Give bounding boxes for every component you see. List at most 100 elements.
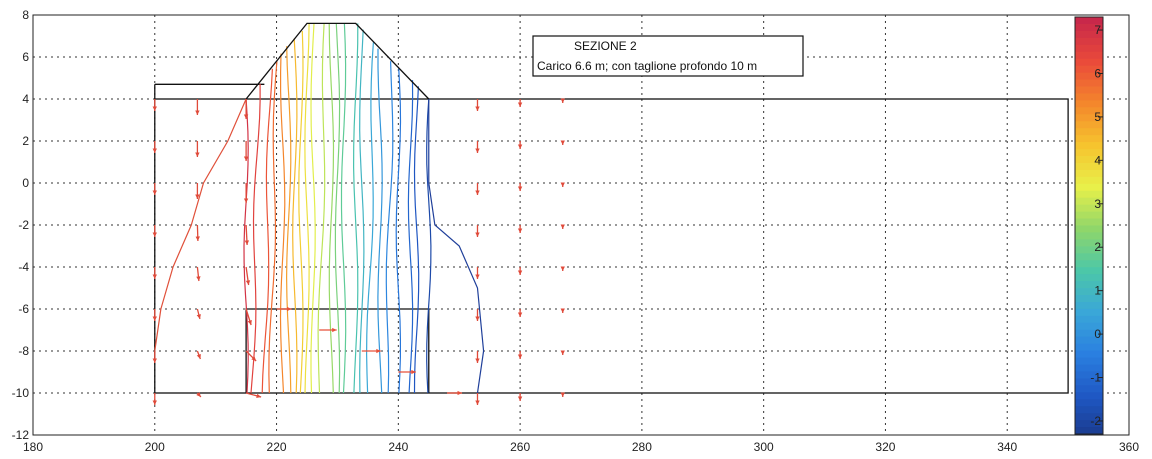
y-tick-label: 2: [22, 134, 29, 148]
outer-contour-right: [428, 99, 485, 394]
colorbar-segment: [1075, 288, 1103, 296]
colorbar-segment: [1075, 274, 1103, 282]
colorbar-segment: [1075, 260, 1103, 268]
colorbar-segment: [1075, 17, 1103, 25]
colorbar-segment: [1075, 190, 1103, 199]
flow-vector-head: [560, 392, 565, 397]
embankment-profile: [245, 22, 430, 100]
colorbar-segment: [1075, 315, 1103, 324]
colorbar-segment: [1075, 281, 1103, 289]
flow-vector-head: [243, 114, 249, 119]
flow-vector-head: [376, 348, 381, 354]
colorbar-segment: [1075, 378, 1103, 386]
y-tick-label: 8: [22, 8, 29, 22]
colorbar-segment: [1075, 225, 1103, 234]
contour-line: [292, 38, 298, 394]
colorbar-segment: [1075, 322, 1103, 331]
colorbar-tick-label: 0: [1094, 327, 1101, 341]
contour-line: [261, 68, 273, 394]
colorbar: 7 6 5 4 3 2 1 0 -1 -2: [1074, 16, 1104, 435]
contour-line: [317, 23, 326, 394]
y-tick-label: -2: [18, 218, 29, 232]
colorbar-segment: [1075, 114, 1103, 122]
colorbar-segment: [1075, 301, 1103, 310]
colorbar-segment: [1075, 107, 1103, 115]
flow-vector-head: [195, 194, 200, 199]
flow-vector-head: [517, 270, 523, 275]
colorbar-tick-label: 5: [1094, 110, 1101, 124]
flow-vector-head: [332, 327, 337, 333]
contour-line: [395, 67, 402, 394]
flow-vector-head: [152, 190, 157, 195]
flow-vector-head: [152, 106, 157, 111]
flow-vector-head: [152, 400, 157, 405]
annotation-title: SEZIONE 2: [574, 39, 637, 53]
colorbar-tick-label: -1: [1090, 371, 1101, 385]
flow-vector-head: [457, 390, 463, 396]
colorbar-segment: [1075, 329, 1103, 338]
colorbar-tick-label: 6: [1094, 66, 1101, 80]
contour-line: [413, 86, 420, 394]
colorbar-segment: [1075, 350, 1103, 359]
contour-line: [340, 23, 347, 394]
colorbar-segment: [1075, 413, 1103, 421]
contour-line: [268, 61, 278, 394]
x-tick-label: 320: [875, 440, 895, 454]
colorbar-segment: [1075, 218, 1103, 227]
colorbar-segment: [1075, 239, 1103, 247]
flow-vector-head: [475, 190, 480, 195]
outer-contour-left: [154, 98, 247, 352]
flow-vector-head: [517, 186, 523, 191]
flow-vector-head: [475, 274, 480, 279]
y-tick-label: 6: [22, 50, 29, 64]
annotation-subtitle: Carico 6.6 m; con taglione profondo 10 m: [537, 59, 757, 73]
colorbar-segment: [1075, 156, 1103, 164]
colorbar-segment: [1075, 79, 1103, 88]
flow-vector-head: [244, 240, 250, 245]
colorbar-segment: [1075, 295, 1103, 303]
colorbar-segment: [1075, 308, 1103, 317]
foundation-domain: [154, 83, 1069, 394]
y-tick-label: -12: [12, 428, 30, 442]
colorbar-segment: [1075, 232, 1103, 240]
colorbar-segment: [1075, 100, 1103, 108]
flow-vector-head: [560, 140, 565, 145]
flow-vector-head: [517, 354, 523, 359]
contour-line: [279, 53, 286, 394]
colorbar-segment: [1075, 65, 1103, 74]
y-tick-label: 0: [22, 176, 29, 190]
x-tick-label: 260: [510, 440, 530, 454]
flow-vector-head: [196, 276, 201, 281]
flow-vector-head: [195, 110, 200, 115]
colorbar-tick-label: 7: [1094, 23, 1101, 37]
colorbar-segment: [1075, 121, 1103, 129]
x-tick-label: 360: [1119, 440, 1139, 454]
colorbar-segment: [1075, 392, 1103, 400]
x-tick-label: 240: [388, 440, 408, 454]
flow-vector-head: [411, 369, 416, 375]
contour-line: [407, 80, 414, 394]
annotation-box: SEZIONE 2 Carico 6.6 m; con taglione pro…: [532, 35, 804, 77]
x-tick-label: 340: [997, 440, 1017, 454]
colorbar-segment: [1075, 72, 1103, 81]
colorbar-segment: [1075, 406, 1103, 414]
flow-vector-head: [475, 232, 480, 237]
flow-vector-head: [517, 144, 523, 149]
contour-line: [334, 23, 341, 394]
colorbar-segment: [1075, 37, 1103, 46]
plot-border: [32, 14, 1130, 436]
foundation-boundary: [154, 98, 1069, 394]
colorbar-segment: [1075, 420, 1103, 428]
y-tick-label: -8: [18, 344, 29, 358]
flow-vector-head: [475, 148, 480, 153]
colorbar-segment: [1075, 364, 1103, 373]
flow-vector-head: [196, 354, 201, 359]
x-tick-label: 300: [754, 440, 774, 454]
contour-line: [285, 46, 292, 394]
colorbar-segment: [1075, 427, 1103, 435]
colorbar-segment: [1075, 246, 1103, 254]
flow-vector-head: [195, 236, 200, 241]
x-tick-label: 180: [23, 440, 43, 454]
colorbar-segment: [1075, 162, 1103, 171]
